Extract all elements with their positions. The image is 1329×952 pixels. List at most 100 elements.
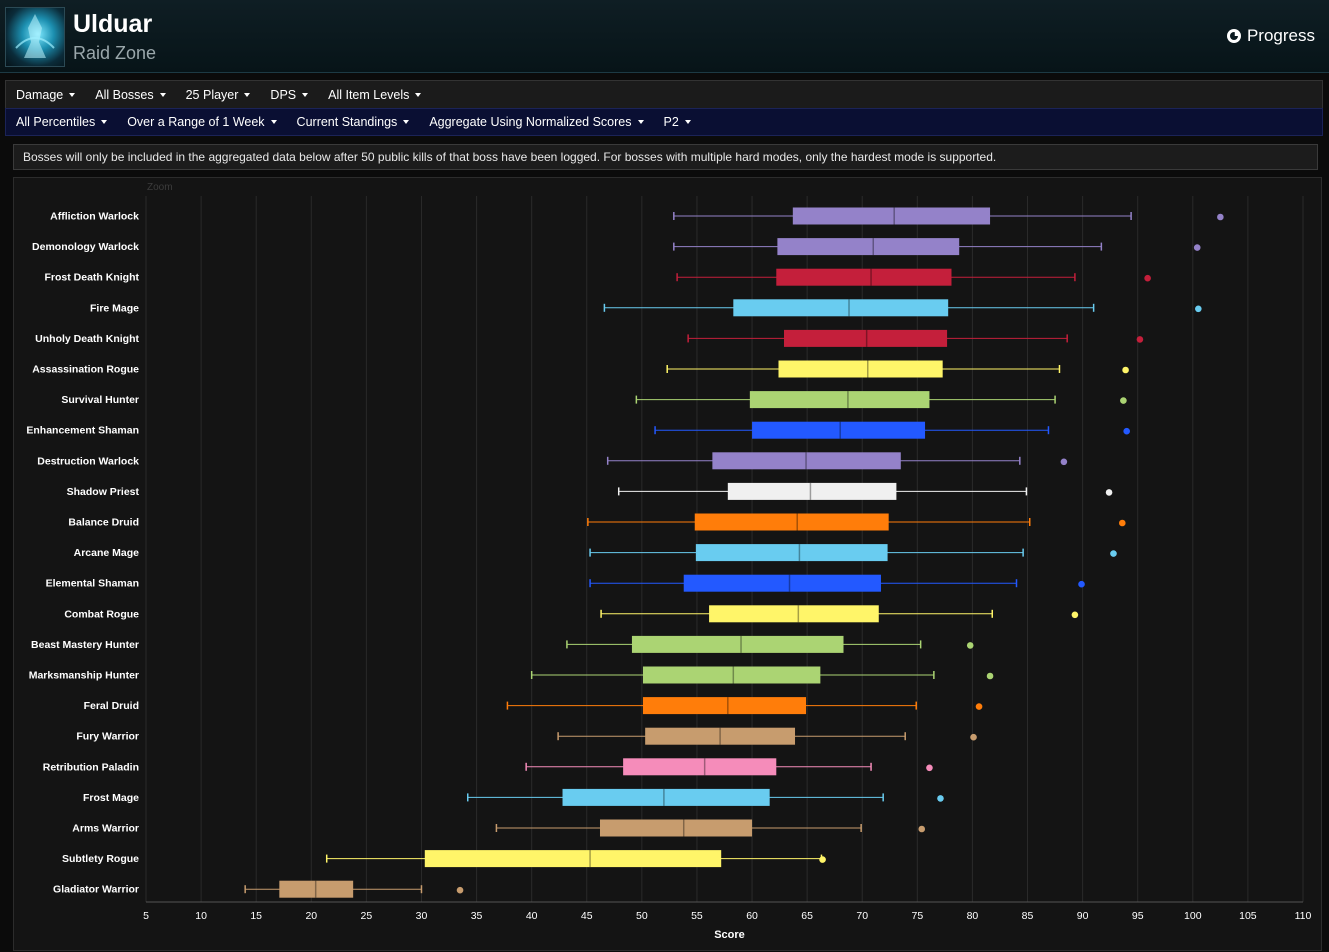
box (642, 666, 821, 684)
outlier-point (1193, 244, 1201, 251)
box (623, 758, 777, 776)
primary-filter-bar: Damage All Bosses 25 Player DPS All Item… (5, 80, 1323, 109)
series-label: Enhancement Shaman (26, 425, 139, 437)
series-label: Retribution Paladin (43, 761, 139, 773)
x-tick-label: 5 (143, 910, 149, 922)
globe-icon (1226, 29, 1241, 43)
outlier-point (1195, 305, 1202, 313)
outlier-point (1144, 274, 1151, 282)
x-tick-label: 85 (1022, 910, 1034, 922)
caret-down-icon (244, 92, 251, 97)
x-tick-label: 10 (195, 910, 207, 922)
outlier-point (937, 795, 944, 802)
box (683, 574, 881, 592)
series-label: Gladiator Warrior (53, 884, 139, 896)
notice-banner: Bosses will only be included in the aggr… (13, 144, 1318, 170)
x-tick-label: 35 (471, 910, 483, 922)
box (752, 421, 926, 439)
box (645, 727, 796, 745)
box (694, 513, 889, 531)
progress-link[interactable]: Progress (1226, 26, 1315, 46)
percentile-dropdown[interactable]: All Percentiles (6, 115, 117, 129)
box (599, 819, 753, 837)
boss-dropdown[interactable]: All Bosses (85, 88, 175, 102)
series-label: Arms Warrior (72, 823, 139, 835)
box (727, 482, 897, 500)
box (749, 391, 930, 409)
x-tick-label: 70 (856, 910, 868, 922)
series-label: Frost Death Knight (45, 272, 140, 284)
outlier-point (1217, 213, 1224, 221)
caret-down-icon (270, 120, 277, 124)
x-tick-label: 55 (691, 910, 703, 922)
range-dropdown[interactable]: Over a Range of 1 Week (117, 115, 286, 129)
outlier-point (1071, 611, 1079, 619)
zone-icon (5, 7, 65, 67)
box (784, 329, 948, 347)
zone-title: Ulduar (73, 10, 153, 38)
series-label: Survival Hunter (61, 394, 139, 406)
aggregate-dropdown[interactable]: Aggregate Using Normalized Scores (419, 115, 653, 129)
outlier-point (1110, 550, 1117, 557)
boxplot-chart: 5 10 15 20 25 30 35 40 45 50 55 60 65 70 75 80 85 90 95 100… (26, 196, 1312, 941)
x-tick-label: 15 (250, 910, 262, 922)
box (776, 268, 952, 286)
outlier-point (975, 703, 983, 710)
x-tick-label: 100 (1184, 910, 1202, 922)
x-tick-label: 105 (1239, 910, 1257, 922)
secondary-filter-bar: All Percentiles Over a Range of 1 Week C… (5, 108, 1323, 136)
progress-label: Progress (1246, 26, 1315, 45)
outlier-point (456, 886, 464, 894)
series-label: Balance Druid (68, 517, 139, 529)
box (642, 697, 807, 715)
series-label: Assassination Rogue (32, 364, 139, 376)
box (777, 238, 960, 256)
x-tick-label: 25 (361, 910, 373, 922)
x-tick-label: 20 (305, 910, 317, 922)
series-label: Demonology Warlock (32, 241, 139, 253)
outlier-point (1122, 366, 1129, 374)
series-label: Shadow Priest (67, 486, 140, 498)
series-label: Unholy Death Knight (35, 333, 139, 345)
outlier-point (1060, 458, 1068, 466)
outlier-point (1123, 427, 1130, 435)
x-tick-label: 65 (801, 910, 813, 922)
box (778, 360, 943, 378)
standings-dropdown[interactable]: Current Standings (287, 115, 420, 129)
role-dropdown[interactable]: DPS (260, 88, 318, 102)
series-label: Destruction Warlock (37, 455, 139, 467)
outlier-point (1105, 489, 1113, 496)
x-axis-title: Score (714, 929, 745, 941)
outlier-point (970, 733, 977, 741)
outlier-point (966, 642, 974, 649)
caret-down-icon (403, 120, 410, 124)
x-tick-label: 110 (1295, 910, 1312, 922)
caret-down-icon (637, 120, 644, 124)
outlier-point (819, 856, 826, 863)
caret-down-icon (159, 92, 166, 97)
box (695, 544, 888, 562)
x-tick-label: 40 (526, 910, 538, 922)
box (733, 299, 949, 317)
caret-down-icon (69, 92, 76, 97)
series-label: Subtlety Rogue (62, 853, 139, 865)
metric-dropdown[interactable]: Damage (6, 88, 85, 102)
outlier-point (1136, 336, 1144, 343)
phase-dropdown[interactable]: P2 (654, 115, 701, 129)
caret-down-icon (684, 120, 691, 124)
box (424, 850, 722, 868)
box (712, 452, 901, 470)
box (792, 207, 991, 225)
caret-down-icon (101, 120, 108, 124)
chart-panel: Zoom 5 10 15 20 25 30 35 40 45 50 55 60 65 70 75 80 85 90… (13, 177, 1322, 951)
caret-down-icon (302, 92, 309, 97)
series-label: Elemental Shaman (46, 578, 139, 590)
x-tick-label: 90 (1077, 910, 1089, 922)
zone-subtitle: Raid Zone (73, 43, 157, 63)
box (279, 880, 354, 898)
box (709, 605, 879, 623)
raid-size-dropdown[interactable]: 25 Player (176, 88, 261, 102)
outlier-point (1118, 519, 1126, 527)
series-label: Feral Druid (84, 700, 139, 712)
item-level-dropdown[interactable]: All Item Levels (318, 88, 431, 102)
